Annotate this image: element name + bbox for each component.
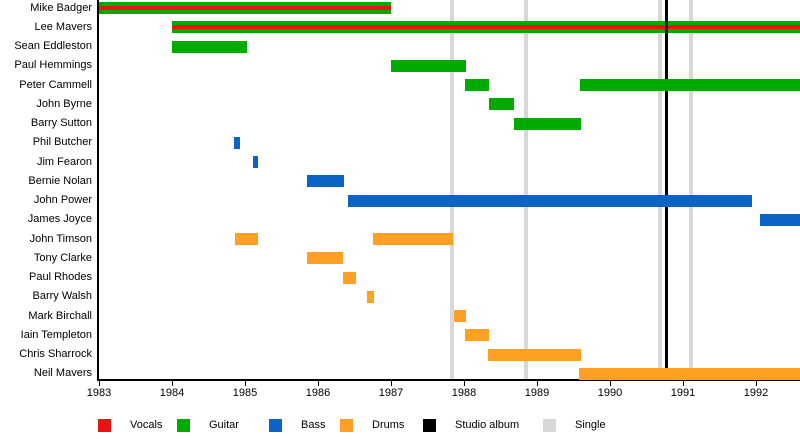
legend-swatch-bass [269, 419, 282, 432]
x-tick-label: 1992 [743, 387, 769, 399]
bar-chris-sharrock [488, 348, 581, 361]
x-tick-label: 1987 [378, 387, 404, 399]
member-label-mark-birchall: Mark Birchall [28, 309, 92, 322]
x-tick [172, 381, 173, 386]
member-label-sean-eddleston: Sean Eddleston [14, 40, 92, 52]
x-tick [756, 381, 757, 386]
member-label-tony-clarke: Tony Clarke [33, 251, 92, 264]
x-tick [464, 381, 465, 386]
x-tick [318, 381, 319, 386]
bar-peter-cammell [464, 79, 489, 91]
x-tick [610, 381, 611, 386]
vocals-stripe [99, 6, 391, 10]
member-label-john-timson: John Timson [29, 232, 92, 245]
member-label-peter-cammell: Peter Cammell [19, 78, 92, 91]
x-tick-label: 1985 [232, 387, 258, 399]
x-tick [537, 381, 538, 386]
bar-bernie-nolan [307, 175, 345, 188]
legend-item-single: Single [543, 419, 606, 432]
legend-swatch-studio-album [423, 419, 436, 432]
x-tick-label: 1983 [86, 387, 112, 399]
bar-john-timson [234, 233, 259, 245]
legend-label: Drums [372, 419, 405, 431]
bar-paul-hemmings [391, 59, 467, 72]
x-tick-label: 1989 [524, 387, 550, 399]
bar-john-power [347, 194, 753, 207]
legend-swatch-single [543, 419, 556, 432]
legend-label: Bass [301, 419, 326, 431]
member-label-john-byrne: John Byrne [36, 97, 92, 110]
x-axis-line [97, 379, 800, 381]
bar-peter-cammell [580, 79, 800, 91]
bar-james-joyce [759, 213, 800, 226]
legend-item-guitar: Guitar [177, 419, 239, 432]
studio-album-line [665, 0, 669, 379]
y-axis-line [97, 0, 99, 381]
legend-swatch-drums [340, 419, 353, 432]
x-tick [391, 381, 392, 386]
single-release-line [450, 0, 455, 379]
legend-item-drums: Drums [340, 419, 404, 432]
legend: Vocals Guitar Bass Drums Studio album Single [0, 419, 800, 433]
x-tick-label: 1990 [597, 387, 623, 399]
member-label-iain-templeton: Iain Templeton [20, 328, 92, 341]
studio-album-line [665, 0, 669, 40]
single-release-line [657, 0, 662, 379]
bar-john-byrne [488, 98, 514, 111]
bar-jim-fearon [253, 156, 259, 168]
single-release-line [689, 0, 694, 379]
legend-label: Studio album [455, 419, 520, 431]
member-label-bernie-nolan: Bernie Nolan [28, 174, 92, 187]
bar-barry-sutton [513, 117, 581, 130]
legend-label: Vocals [130, 419, 163, 431]
x-tick [245, 381, 246, 386]
member-label-jim-fearon: Jim Fearon [36, 155, 92, 168]
bar-sean-eddleston [172, 40, 248, 53]
member-label-barry-sutton: Barry Sutton [30, 117, 92, 129]
member-label-lee-mavers: Lee Mavers [34, 20, 92, 33]
legend-swatch-vocals [98, 419, 111, 432]
bar-neil-mavers [579, 367, 800, 380]
member-label-mike-badger: Mike Badger [30, 1, 92, 14]
x-tick-label: 1986 [305, 387, 331, 399]
bar-mike-badger [99, 2, 391, 14]
member-label-james-joyce: James Joyce [27, 213, 92, 226]
bar-mark-birchall [453, 310, 467, 322]
legend-label: Guitar [209, 419, 239, 431]
member-label-john-power: John Power [33, 194, 92, 206]
member-labels: Mike Badger Lee Mavers Sean Eddleston Paul … [0, 0, 95, 380]
legend-label: Single [575, 419, 606, 431]
single-release-line [524, 0, 529, 379]
bar-phil-butcher [234, 136, 240, 149]
legend-swatch-guitar [177, 419, 190, 432]
legend-item-studio-album: Studio album [423, 419, 519, 432]
member-label-barry-walsh: Barry Walsh [32, 290, 93, 303]
legend-item-bass: Bass [269, 419, 325, 432]
x-tick-label: 1991 [670, 387, 696, 399]
x-tick [99, 381, 100, 386]
member-label-paul-hemmings: Paul Hemmings [14, 59, 92, 72]
x-tick-label: 1988 [451, 387, 477, 399]
bar-john-timson [372, 233, 454, 245]
x-tick [683, 381, 684, 386]
bar-tony-clarke [307, 252, 343, 265]
member-label-chris-sharrock: Chris Sharrock [19, 348, 92, 360]
x-tick-label: 1984 [159, 387, 185, 399]
x-axis-ticks: 1983 1984 1985 1986 1987 1988 1989 1990 1991 1992 [0, 381, 800, 403]
vocals-stripe [172, 25, 800, 30]
bar-lee-mavers [172, 21, 800, 34]
bar-iain-templeton [464, 329, 489, 342]
plot-area [99, 0, 800, 380]
member-label-neil-mavers: Neil Mavers [33, 367, 92, 380]
bar-barry-walsh [366, 290, 375, 303]
member-label-paul-rhodes: Paul Rhodes [29, 271, 92, 283]
bar-paul-rhodes [342, 271, 356, 284]
member-label-phil-butcher: Phil Butcher [32, 136, 92, 149]
legend-item-vocals: Vocals [98, 419, 162, 432]
